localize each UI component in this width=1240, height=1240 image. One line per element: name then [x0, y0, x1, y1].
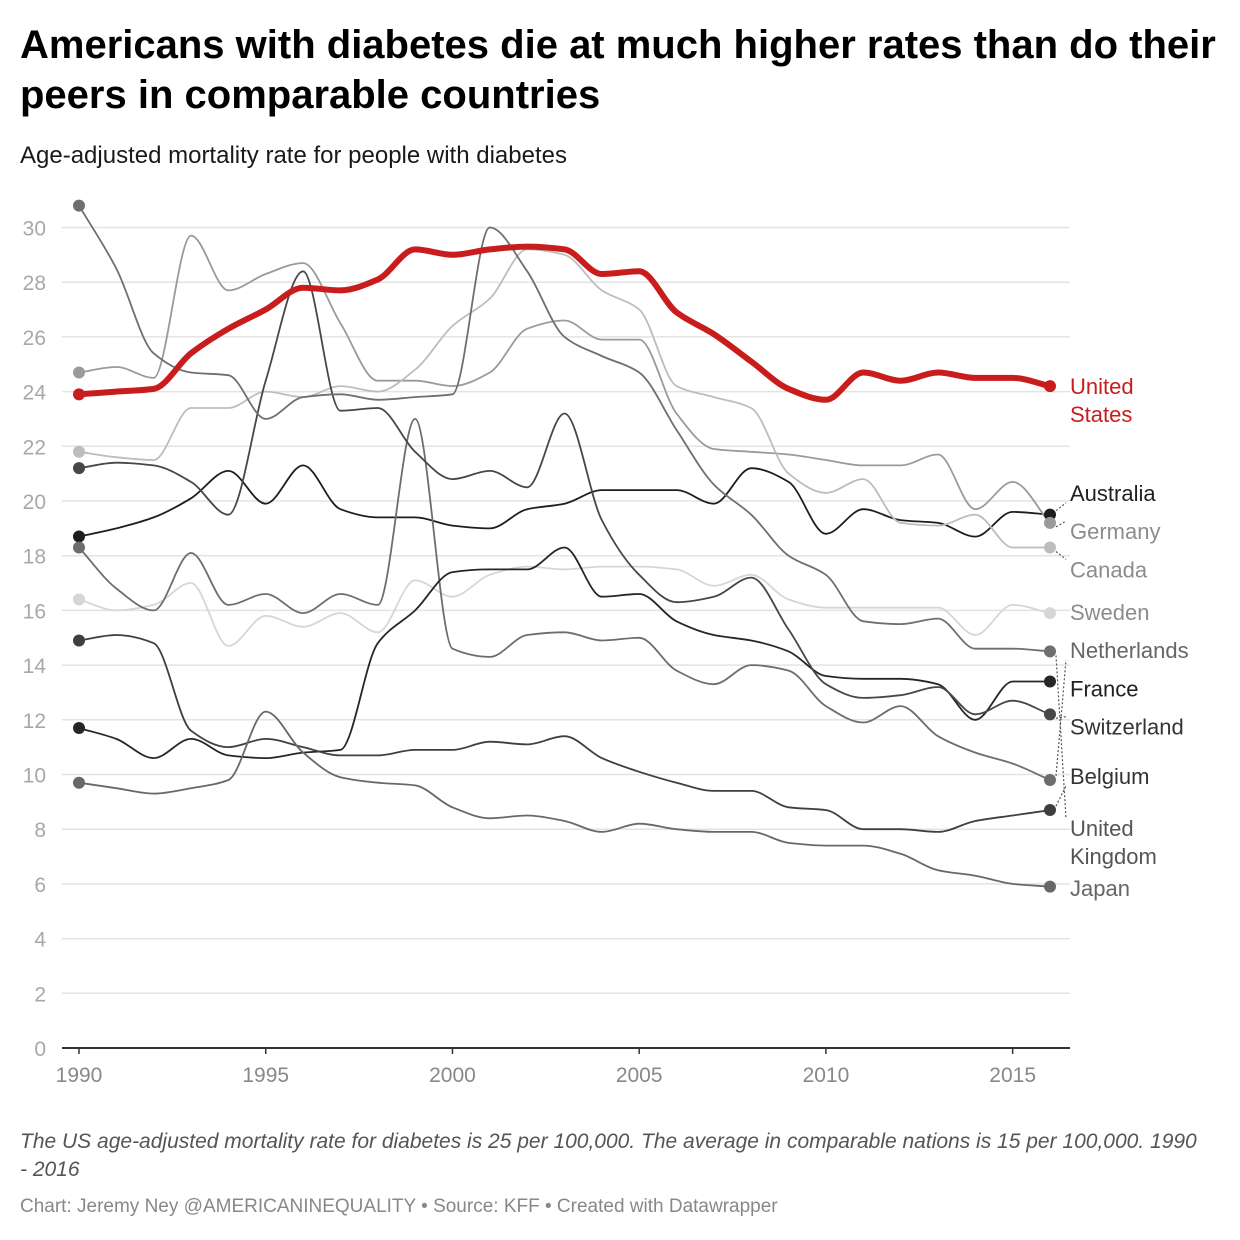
y-tick-label: 24: [23, 382, 47, 405]
japan-end-point: [1044, 880, 1056, 893]
japan-start-point: [73, 776, 85, 789]
switzerland-label: Switzerland: [1070, 715, 1184, 740]
united-kingdom-leader: [1055, 655, 1067, 818]
belgium-line: [78, 634, 1051, 833]
netherlands-line: [78, 418, 1051, 781]
australia-leader: [1055, 502, 1067, 512]
x-tick-label: 2005: [616, 1064, 663, 1087]
germany-end-point: [1044, 516, 1056, 529]
switzerland-start-point: [73, 462, 85, 475]
japan-label: Japan: [1070, 876, 1130, 901]
y-tick-label: 0: [34, 1038, 46, 1061]
y-tick-label: 30: [23, 218, 46, 241]
united-states-start-point: [73, 388, 85, 401]
series-labels: United States Australia Germany Canada Sweden…: [1070, 374, 1189, 901]
switzerland-line: [78, 270, 1051, 716]
australia-label: Australia: [1070, 481, 1156, 506]
series-lines: [76, 204, 1053, 888]
netherlands-end-point: [1044, 773, 1056, 786]
germany-label: Germany: [1070, 519, 1160, 544]
netherlands-start-point: [73, 541, 85, 554]
y-tick-label: 2: [34, 983, 46, 1006]
switzerland-end-point: [1044, 708, 1056, 721]
france-start-point: [73, 722, 85, 735]
y-tick-label: 18: [23, 546, 46, 569]
japan-line: [78, 710, 1051, 888]
chart-notes: The US age-adjusted mortality rate for d…: [20, 1130, 1197, 1181]
y-tick-label: 8: [34, 819, 46, 842]
united-kingdom-label: Kingdom: [1070, 844, 1157, 869]
chart-footer: Chart: Jeremy Ney @AMERICANINEQUALITY • …: [20, 1196, 778, 1217]
x-axis: 1990 1995 2000 2005 2010 2015: [56, 1047, 1070, 1087]
y-tick-label: 20: [23, 491, 46, 514]
switzerland-leader: [1055, 716, 1067, 719]
chart-subtitle: Age-adjusted mortality rate for people w…: [20, 142, 567, 169]
x-tick-label: 2010: [803, 1064, 850, 1087]
united-states-label: United: [1070, 374, 1134, 399]
canada-line: [78, 248, 1051, 549]
united-kingdom-end-point: [1044, 645, 1056, 658]
y-tick-label: 10: [23, 765, 46, 788]
y-tick-label: 16: [23, 600, 46, 623]
series-endpoints: [73, 199, 1056, 893]
france-end-point: [1044, 675, 1056, 688]
united-kingdom-label: United: [1070, 816, 1134, 841]
grid-lines: [62, 226, 1070, 995]
canada-start-point: [73, 445, 85, 458]
belgium-end-point: [1044, 804, 1056, 817]
y-tick-label: 4: [34, 929, 46, 952]
australia-end-point: [1044, 508, 1056, 521]
y-tick-label: 14: [23, 655, 47, 678]
canada-label: Canada: [1070, 557, 1148, 582]
australia-start-point: [73, 530, 85, 543]
sweden-line: [78, 565, 1051, 647]
australia-line: [78, 464, 1051, 538]
x-tick-label: 1995: [242, 1064, 289, 1087]
united-kingdom-start-point: [73, 199, 85, 212]
belgium-label: Belgium: [1070, 764, 1149, 789]
united-states-line: [76, 243, 1053, 403]
y-tick-label: 6: [34, 874, 46, 897]
label-leaders: [1055, 502, 1067, 818]
canada-end-point: [1044, 541, 1056, 554]
y-tick-label: 28: [23, 272, 46, 295]
x-tick-label: 1990: [56, 1064, 103, 1087]
chart-title: Americans with diabetes die at much high…: [20, 23, 1216, 117]
france-line: [78, 546, 1051, 759]
united-states-label: States: [1070, 402, 1132, 427]
netherlands-leader: [1055, 660, 1067, 777]
y-tick-label: 22: [23, 436, 46, 459]
france-label: France: [1070, 676, 1138, 701]
germany-start-point: [73, 366, 85, 379]
sweden-label: Sweden: [1070, 600, 1150, 625]
x-tick-label: 2000: [429, 1064, 476, 1087]
sweden-end-point: [1044, 607, 1056, 620]
sweden-start-point: [73, 593, 85, 606]
belgium-start-point: [73, 634, 85, 647]
y-tick-label: 26: [23, 327, 46, 350]
x-tick-label: 2015: [989, 1064, 1036, 1087]
netherlands-label: Netherlands: [1070, 638, 1189, 663]
y-tick-label: 12: [23, 710, 46, 733]
germany-leader: [1055, 520, 1067, 528]
united-kingdom-line: [78, 204, 1051, 653]
united-states-end-point: [1044, 380, 1056, 393]
germany-line: [78, 234, 1051, 524]
